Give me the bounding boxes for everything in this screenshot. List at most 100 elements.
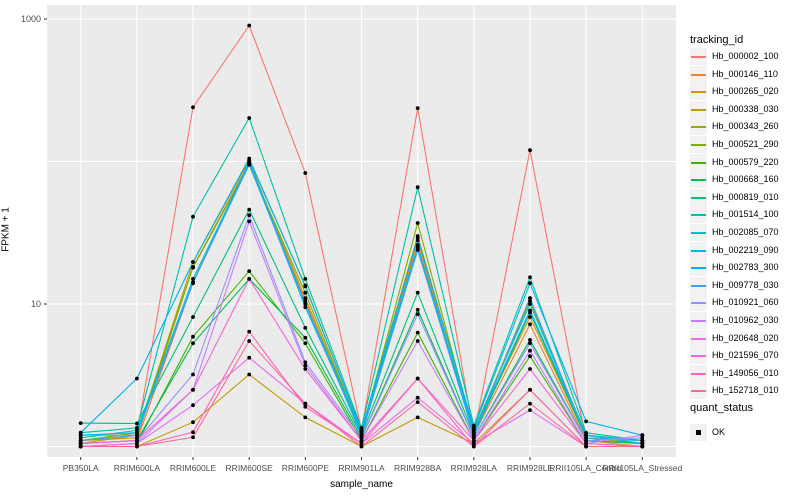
data-point bbox=[303, 302, 308, 306]
point-swatch-icon bbox=[696, 430, 701, 435]
data-point bbox=[247, 207, 252, 212]
x-tick-label: RRII105LA_Control bbox=[549, 463, 623, 473]
data-point bbox=[303, 305, 308, 310]
data-point bbox=[415, 339, 420, 343]
legend-title-tracking-id: tracking_id bbox=[690, 34, 744, 46]
legend-label: Hb_000002_100 bbox=[712, 51, 779, 61]
line-swatch-icon bbox=[691, 267, 706, 270]
line-swatch-icon bbox=[691, 196, 706, 199]
y-axis-title: FPKM + 1 bbox=[0, 207, 12, 252]
data-point bbox=[415, 400, 420, 404]
legend-label: Hb_000338_030 bbox=[712, 103, 779, 114]
data-point bbox=[415, 330, 420, 335]
data-point bbox=[640, 441, 645, 446]
x-tick-label: RRIM600LA bbox=[114, 463, 161, 473]
legend-label: Hb_000265_020 bbox=[712, 86, 779, 97]
legend-key-Hb_000668_160 bbox=[690, 171, 707, 189]
line-swatch-icon bbox=[691, 390, 706, 393]
data-point bbox=[135, 421, 139, 426]
data-point bbox=[303, 401, 308, 406]
data-point bbox=[528, 354, 532, 359]
line-swatch-icon bbox=[691, 355, 706, 358]
data-point bbox=[303, 341, 308, 346]
data-point bbox=[135, 441, 139, 446]
data-point bbox=[78, 436, 83, 440]
data-point bbox=[471, 433, 476, 438]
data-point bbox=[303, 171, 308, 175]
legend-label: Hb_000668_160 bbox=[712, 174, 779, 185]
data-point bbox=[303, 360, 308, 365]
legend-key-Hb_002783_300 bbox=[690, 259, 707, 277]
data-point bbox=[247, 277, 252, 281]
data-point bbox=[303, 335, 308, 340]
x-tick-label: RRIM600SE bbox=[226, 463, 274, 473]
data-point bbox=[528, 148, 532, 153]
data-point bbox=[415, 376, 420, 381]
data-point bbox=[415, 185, 420, 190]
data-point bbox=[415, 312, 420, 316]
legend-label: Hb_010921_060 bbox=[712, 297, 779, 308]
data-point bbox=[584, 419, 588, 424]
data-point bbox=[640, 444, 645, 449]
data-point bbox=[191, 265, 195, 270]
x-tick-label: RRIM928LA bbox=[451, 463, 498, 473]
legend-key-Hb_000265_020 bbox=[690, 83, 707, 101]
data-point bbox=[640, 433, 645, 438]
data-point bbox=[528, 408, 532, 412]
data-point bbox=[303, 299, 308, 303]
data-point bbox=[528, 302, 532, 306]
data-point bbox=[191, 315, 195, 319]
legend-label: Hb_002219_090 bbox=[712, 244, 779, 255]
line-swatch-icon bbox=[691, 320, 706, 322]
legend-label: Hb_010962_030 bbox=[712, 315, 779, 325]
legend-key-Hb_152718_010 bbox=[690, 382, 707, 400]
x-tick-label: RRII105LA_Stressed bbox=[602, 463, 682, 473]
x-tick-label: RRIM928LE bbox=[507, 463, 554, 473]
legend-key-Hb_000002_100 bbox=[690, 48, 707, 65]
data-point bbox=[471, 441, 476, 446]
line-swatch-icon bbox=[691, 372, 706, 375]
data-point bbox=[191, 403, 195, 408]
data-point bbox=[528, 308, 532, 313]
legend-label: Hb_020648_020 bbox=[712, 332, 779, 343]
line-swatch-icon bbox=[691, 214, 706, 217]
legend-key-Hb_000146_110 bbox=[690, 65, 707, 83]
x-axis-title: sample_name bbox=[330, 479, 393, 490]
data-point bbox=[303, 277, 308, 281]
data-point bbox=[359, 444, 364, 449]
legend-label: Hb_000819_010 bbox=[712, 191, 779, 202]
legend-key-ok bbox=[690, 424, 707, 441]
data-point bbox=[135, 438, 139, 443]
data-point bbox=[415, 395, 420, 400]
legend: tracking_id Hb_000002_100 Hb_000146_110 Hb… bbox=[688, 0, 800, 500]
y-tick-label: 10 bbox=[31, 299, 41, 309]
data-point bbox=[191, 214, 195, 219]
legend-key-Hb_010921_060 bbox=[690, 294, 707, 312]
data-point bbox=[303, 296, 308, 300]
legend-title-quant-status: quant_status bbox=[690, 402, 753, 414]
x-tick-label: PB350LA bbox=[63, 463, 99, 473]
data-point bbox=[191, 341, 195, 346]
data-point bbox=[528, 315, 532, 319]
data-point bbox=[415, 106, 420, 110]
legend-key-Hb_000338_030 bbox=[690, 100, 707, 118]
line-swatch-icon bbox=[691, 337, 706, 340]
data-point bbox=[528, 338, 532, 342]
line-swatch-icon bbox=[691, 108, 706, 111]
data-point bbox=[528, 322, 532, 327]
data-point bbox=[191, 387, 195, 392]
data-point bbox=[191, 372, 195, 377]
legend-label: Hb_002085_070 bbox=[712, 227, 779, 237]
x-tick-label: RRIM600PE bbox=[282, 463, 330, 473]
line-swatch-icon bbox=[691, 302, 706, 305]
data-point bbox=[584, 433, 588, 438]
data-point bbox=[247, 156, 252, 161]
line-swatch-icon bbox=[691, 91, 706, 94]
legend-label: Hb_009778_030 bbox=[712, 279, 779, 290]
legend-key-Hb_002219_090 bbox=[690, 241, 707, 259]
legend-key-Hb_001514_100 bbox=[690, 206, 707, 224]
data-point bbox=[528, 341, 532, 346]
data-point bbox=[528, 281, 532, 286]
